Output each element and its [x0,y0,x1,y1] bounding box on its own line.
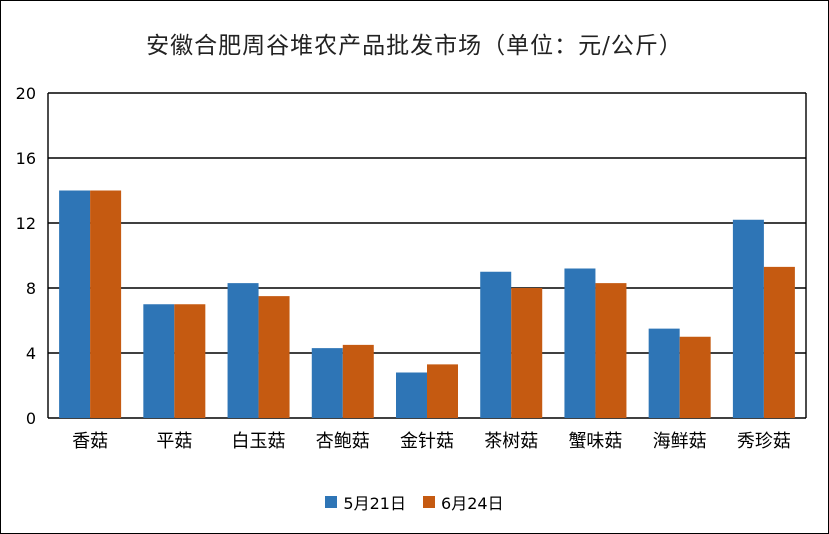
bar-series-2-2 [258,296,290,418]
bar-series-2-5 [511,288,543,418]
bar-series-1-0 [59,190,91,418]
bar-series-1-2 [227,283,259,418]
bar-series-2-4 [427,364,458,418]
x-category-label: 平菇 [156,431,192,452]
x-category-label: 白玉菇 [232,431,286,452]
y-tick-label: 16 [16,149,36,168]
bar-series-1-4 [396,372,427,418]
bar-series-2-6 [595,283,627,418]
legend-label-series-2: 6月24日 [441,494,504,513]
y-tick-label: 20 [16,84,36,103]
y-tick-label: 8 [26,279,36,298]
bar-series-2-8 [763,266,795,418]
legend-swatch-series-1 [325,496,338,508]
bar-series-1-7 [648,328,680,418]
y-tick-label: 4 [26,344,36,363]
legend-label-series-1: 5月21日 [343,494,406,513]
x-category-label: 杏鲍菇 [316,431,370,452]
bar-series-1-5 [480,271,512,418]
y-tick-label: 0 [26,409,36,428]
x-category-label: 香菇 [72,431,108,452]
legend: 5月21日 6月24日 [0,490,829,514]
bar-series-2-7 [679,336,711,418]
y-axis-ticks: 0 4 8 12 16 20 [16,84,36,428]
x-category-label: 海鲜菇 [653,431,707,452]
bar-series-2-3 [342,344,374,418]
legend-item-series-1: 5月21日 [325,490,406,514]
bar-series-1-3 [311,348,343,418]
bar-series-2-1 [174,304,206,418]
bar-series-1-6 [564,268,596,418]
bar-series-1-8 [732,219,764,418]
bars [59,190,795,418]
y-tick-label: 12 [16,214,36,233]
x-category-label: 茶树菇 [484,431,538,452]
x-category-label: 蟹味菇 [568,431,622,452]
legend-swatch-series-2 [423,496,436,508]
legend-item-series-2: 6月24日 [423,490,504,514]
x-axis-categories: 香菇 平菇 白玉菇 杏鲍菇 金针菇 茶树菇 蟹味菇 海鲜菇 秀珍菇 [72,431,791,452]
x-category-label: 金针菇 [400,431,454,452]
bar-series-2-0 [90,190,122,418]
x-category-label: 秀珍菇 [737,431,791,452]
bar-series-1-1 [143,304,175,418]
chart-title: 安徽合肥周谷堆农产品批发市场（单位：元/公斤） [146,33,683,59]
